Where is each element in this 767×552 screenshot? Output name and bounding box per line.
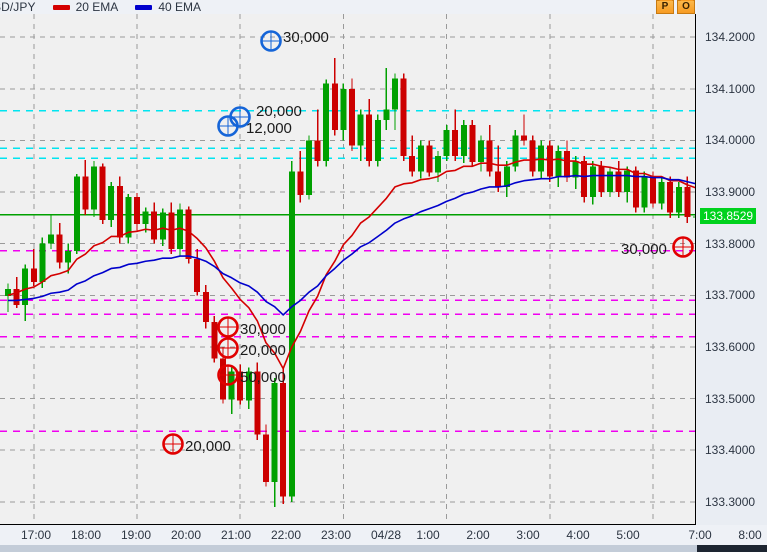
time-axis-tick: 5:00 xyxy=(616,528,640,542)
current-price-label: 133.8529 xyxy=(700,208,757,225)
order-marker-circle[interactable] xyxy=(217,337,239,359)
time-axis-tick: 18:00 xyxy=(70,528,102,542)
price-axis-tick: 134.2000 xyxy=(705,30,756,45)
price-axis[interactable]: 134.2000 134.1000 134.0000 133.9000 133.8000… xyxy=(697,0,767,525)
order-marker-circle[interactable] xyxy=(217,316,239,338)
price-axis-tick: 133.6000 xyxy=(705,339,756,354)
time-axis-tick: 2:00 xyxy=(466,528,490,542)
time-axis-tick: 22:00 xyxy=(270,528,302,542)
instrument-title: SD/JPY xyxy=(0,0,36,14)
price-axis-tick: 133.4000 xyxy=(705,443,756,458)
chart-plot-area[interactable]: 30,000 20,000 12,000 30,000 20,000 50,000 20,0… xyxy=(0,14,696,525)
price-axis-tick: 133.8000 xyxy=(705,236,756,251)
taskbar-tray-dark xyxy=(697,545,767,552)
time-axis-tick: 20:00 xyxy=(170,528,202,542)
time-axis[interactable]: 17:00 18:00 19:00 20:00 21:00 22:00 23:00 04/28… xyxy=(0,526,762,546)
order-marker-label: 30,000 xyxy=(283,29,329,46)
time-axis-tick: 8:00 xyxy=(738,528,762,542)
price-axis-tick: 133.5000 xyxy=(705,391,756,406)
price-axis-tick: 134.0000 xyxy=(705,133,756,148)
price-axis-tick: 133.3000 xyxy=(705,494,756,509)
order-badge[interactable]: O xyxy=(677,0,695,14)
order-marker-circle[interactable] xyxy=(162,433,184,455)
time-axis-tick: 4:00 xyxy=(566,528,590,542)
time-axis-tick: 1:00 xyxy=(416,528,440,542)
badge-group: P O xyxy=(656,0,695,14)
time-axis-tick: 7:00 xyxy=(688,528,712,542)
time-axis-tick: 04/28 xyxy=(370,528,402,542)
order-marker-circle[interactable] xyxy=(217,364,239,386)
ema40-color-swatch xyxy=(135,4,153,10)
time-axis-tick: 19:00 xyxy=(120,528,152,542)
price-axis-tick: 134.1000 xyxy=(705,81,756,96)
order-marker-label: 30,000 xyxy=(240,321,286,338)
time-axis-tick: 21:00 xyxy=(220,528,252,542)
order-marker-label: 20,000 xyxy=(256,103,302,120)
order-marker-circle[interactable] xyxy=(260,30,282,52)
order-marker-label: 50,000 xyxy=(240,369,286,386)
ema20-color-swatch xyxy=(52,4,70,10)
order-marker-circle[interactable] xyxy=(217,115,239,137)
chart-legend: SD/JPY 20 EMA 40 EMA xyxy=(0,0,696,14)
order-marker-label: 30,000 xyxy=(621,241,667,258)
price-axis-tick: 133.7000 xyxy=(705,288,756,303)
legend-item-ema40[interactable]: 40 EMA xyxy=(135,0,201,14)
legend-label-ema40: 40 EMA xyxy=(158,0,201,14)
position-badge[interactable]: P xyxy=(656,0,674,14)
candlestick-canvas xyxy=(0,14,695,524)
order-marker-label: 12,000 xyxy=(246,120,292,137)
order-marker-label: 20,000 xyxy=(185,438,231,455)
legend-item-ema20[interactable]: 20 EMA xyxy=(52,0,119,14)
legend-label-ema20: 20 EMA xyxy=(75,0,119,14)
desktop-taskbar[interactable] xyxy=(0,545,767,552)
order-marker-circle[interactable] xyxy=(672,236,694,258)
time-axis-tick: 17:00 xyxy=(20,528,52,542)
price-axis-tick: 133.9000 xyxy=(705,185,756,200)
order-marker-label: 20,000 xyxy=(240,342,286,359)
time-axis-tick: 3:00 xyxy=(516,528,540,542)
time-axis-tick: 23:00 xyxy=(320,528,352,542)
